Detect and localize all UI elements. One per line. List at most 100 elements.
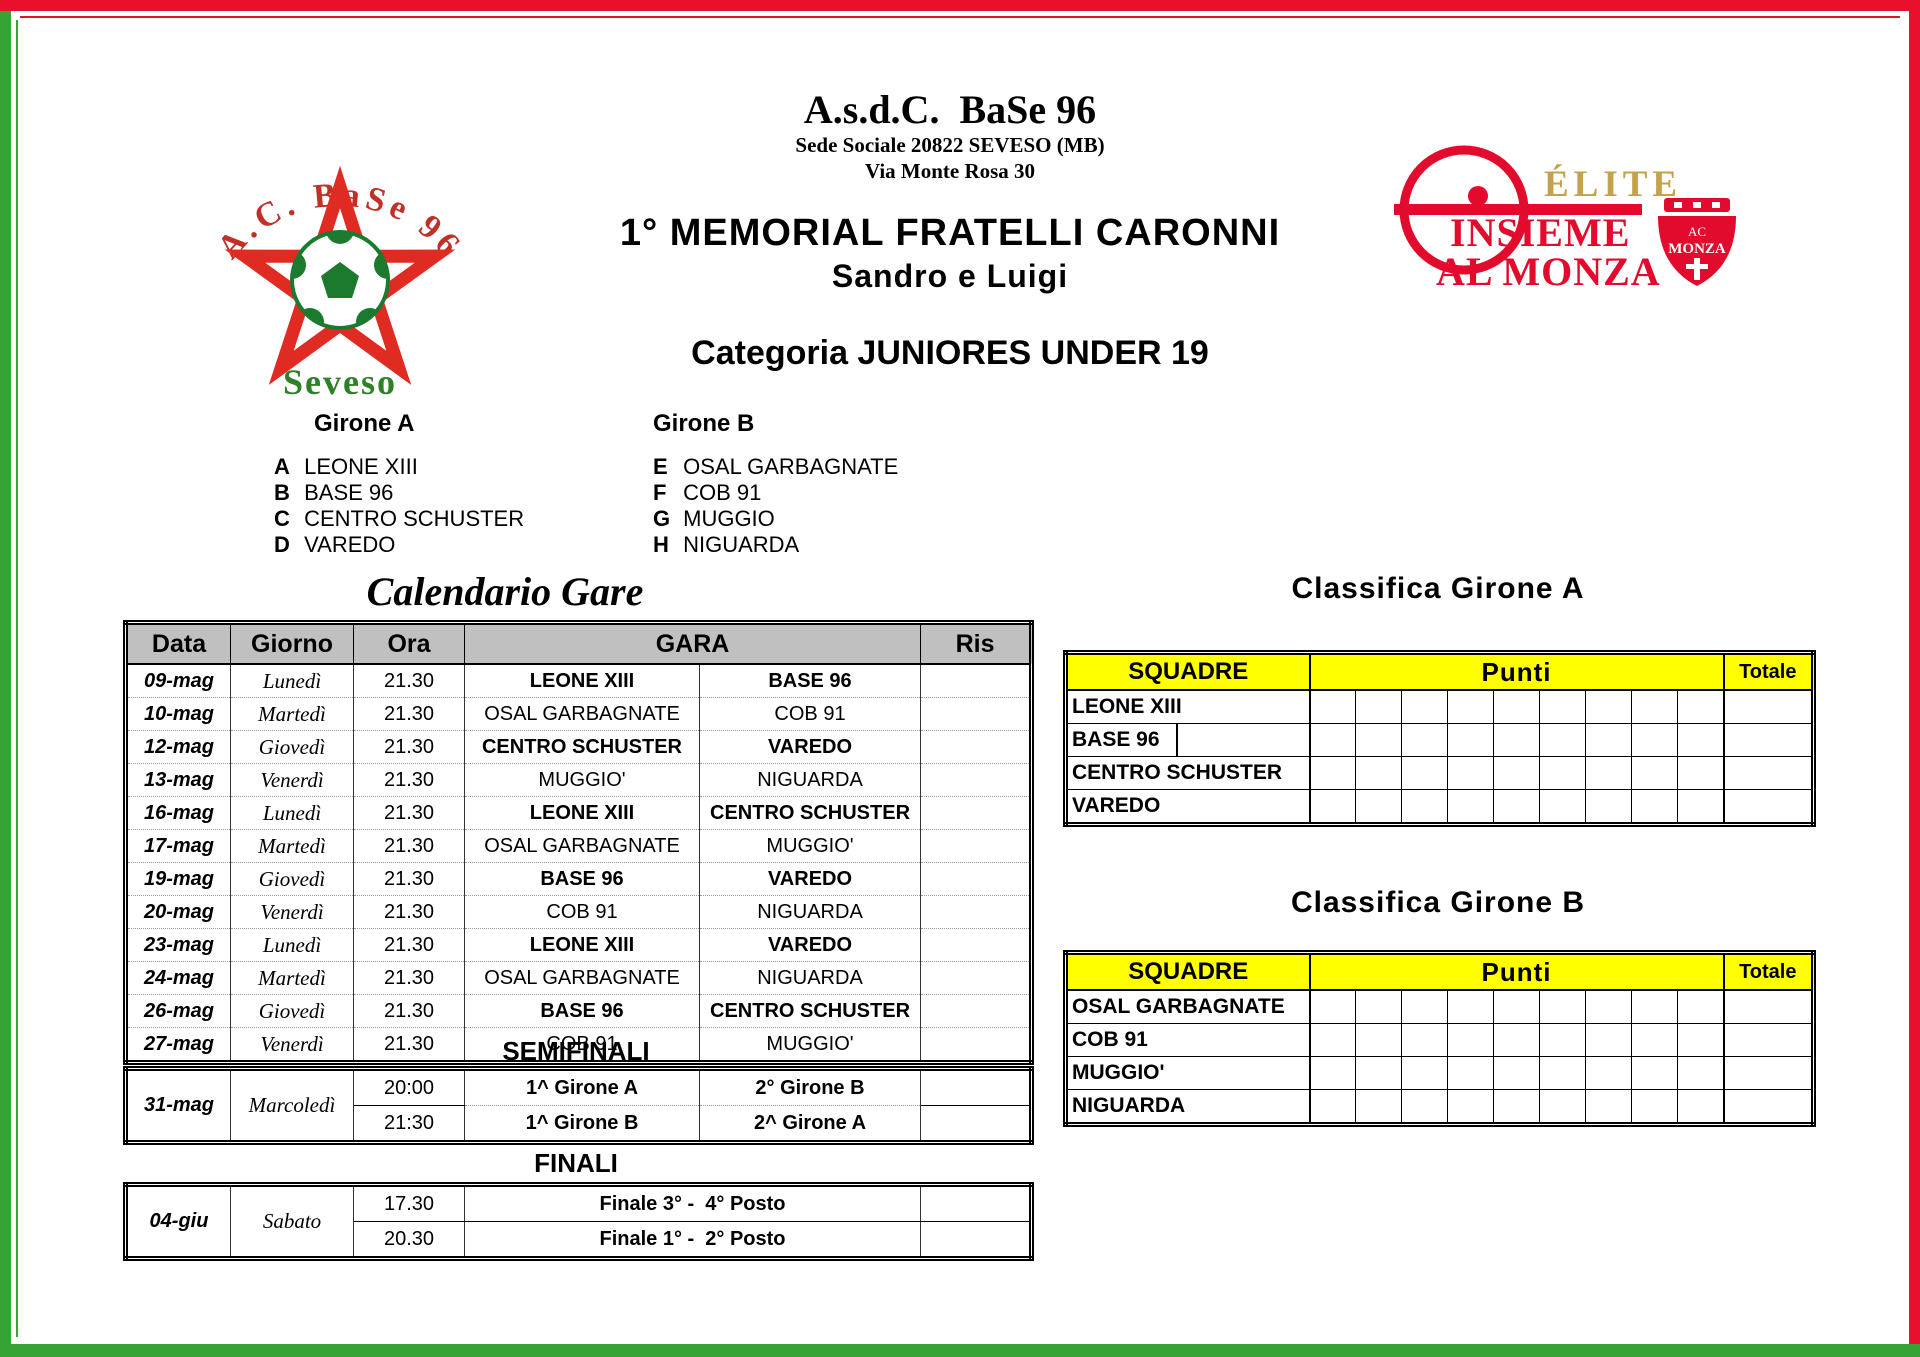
standings-points-cell	[1493, 1089, 1540, 1125]
group-team: A LEONE XIII	[274, 454, 418, 479]
standings-points-cell	[1309, 689, 1356, 724]
semifinal-date: 31-mag	[125, 1068, 231, 1143]
semifinal-away: 2^ Girone A	[699, 1105, 921, 1143]
match-result	[920, 961, 1033, 995]
standings-points-cell	[1676, 789, 1725, 825]
svg-text:AC: AC	[1688, 224, 1706, 239]
standings-points-cell	[1309, 1089, 1356, 1125]
match-away-team: NIGUARDA	[698, 961, 922, 995]
match-date: 27-mag	[125, 1027, 231, 1063]
standings-points-cell	[1539, 723, 1586, 757]
match-away-team: BASE 96	[698, 663, 922, 698]
monza-elite-text: ÉLITE	[1544, 163, 1682, 205]
standings-points-cell	[1447, 1089, 1494, 1125]
semifinals-table: 31-mag Marcoledì 20:00 1^ Girone A 2° Gi…	[123, 1066, 1034, 1145]
standings-total-cell	[1723, 1056, 1815, 1090]
calendar-header-row: Data Giorno Ora GARA Ris	[125, 622, 1033, 665]
final-date: 04-giu	[125, 1184, 231, 1259]
match-date: 10-mag	[125, 697, 231, 731]
standings-total-cell	[1723, 1023, 1815, 1057]
standings-points-cell	[1401, 789, 1448, 825]
standings-points-cell	[1355, 1089, 1402, 1125]
col-gara: GARA	[463, 622, 922, 665]
semifinal-day: Marcoledì	[230, 1068, 354, 1143]
group-team: H NIGUARDA	[653, 532, 800, 557]
match-day: Lunedì	[230, 928, 354, 962]
group-title: Girone B	[653, 410, 755, 437]
standings-points-cell	[1309, 1056, 1356, 1090]
match-home-team: BASE 96	[464, 994, 700, 1028]
match-home-team: MUGGIO'	[464, 763, 700, 797]
group-team: C CENTRO SCHUSTER	[274, 506, 525, 531]
match-date: 26-mag	[125, 994, 231, 1028]
group-team: F COB 91	[653, 480, 762, 505]
standings-total-cell	[1723, 689, 1815, 724]
standings-points-cell	[1493, 989, 1540, 1024]
standings-points-cell	[1355, 989, 1402, 1024]
standings-a-title: Classifica Girone A	[1291, 572, 1585, 605]
standings-points-cell	[1447, 723, 1494, 757]
standings-points-cell	[1676, 756, 1725, 790]
standings-team-name: BASE 96	[1065, 723, 1311, 757]
match-day: Lunedì	[230, 796, 354, 830]
match-date: 13-mag	[125, 763, 231, 797]
category-title: Categoria JUNIORES UNDER 19	[691, 334, 1209, 372]
standings-points-cell	[1355, 723, 1402, 757]
standings-total-cell	[1723, 723, 1815, 757]
standings-points-cell	[1585, 989, 1632, 1024]
col-ora: Ora	[353, 622, 465, 665]
standings-team-name: OSAL GARBAGNATE	[1065, 989, 1311, 1024]
calendar-row: 26-mag Giovedì 21.30 BASE 96 CENTRO SCHUSTER	[125, 994, 1033, 1028]
frame-inner-line-top	[20, 16, 1900, 18]
standings-total-cell	[1723, 1089, 1815, 1125]
col-giorno: Giorno	[230, 622, 354, 665]
standings-points-cell	[1401, 723, 1448, 757]
tournament-title: 1° MEMORIAL FRATELLI CARONNI	[619, 212, 1281, 254]
semifinal-home: 1^ Girone A	[464, 1068, 700, 1106]
standings-points-cell	[1447, 1023, 1494, 1057]
match-time: 21.30	[353, 663, 465, 698]
frame-right-red	[1909, 0, 1920, 1357]
match-date: 23-mag	[125, 928, 231, 962]
col-ris: Ris	[920, 622, 1033, 665]
match-result	[920, 730, 1033, 764]
match-day: Giovedì	[230, 730, 354, 764]
semifinals-title: SEMIFINALI	[502, 1036, 650, 1066]
semifinal-time: 20:00	[353, 1068, 465, 1106]
match-home-team: COB 91	[464, 1027, 700, 1063]
standings-points-cell	[1676, 1023, 1725, 1057]
final-time: 20.30	[353, 1221, 465, 1259]
group-title: Girone A	[314, 410, 415, 437]
standings-points-cell	[1539, 1056, 1586, 1090]
standings-row: LEONE XIII	[1065, 689, 1815, 724]
standings-row: BASE 96	[1065, 723, 1815, 757]
match-result	[920, 1027, 1033, 1063]
standings-row: CENTRO SCHUSTER	[1065, 756, 1815, 790]
match-result	[920, 829, 1033, 863]
standings-points-cell	[1585, 789, 1632, 825]
standings-points-cell	[1539, 1089, 1586, 1125]
club-logo: A.C. BaSe 96 Seveso	[210, 165, 465, 402]
standings-points-cell	[1401, 1023, 1448, 1057]
tournament-subtitle: Sandro e Luigi	[831, 258, 1069, 294]
match-home-team: LEONE XIII	[464, 928, 700, 962]
standings-points-cell	[1631, 1089, 1678, 1125]
semifinal-away: 2° Girone B	[699, 1068, 921, 1106]
calendar-row: 10-mag Martedì 21.30 OSAL GARBAGNATE COB 91	[125, 697, 1033, 731]
frame-left-green	[0, 0, 11, 1357]
final-time: 17.30	[353, 1184, 465, 1222]
match-away-team: VAREDO	[698, 730, 922, 764]
standings-points-cell	[1539, 689, 1586, 724]
col-data: Data	[125, 622, 231, 665]
standings-points-cell	[1401, 989, 1448, 1024]
match-day: Lunedì	[230, 663, 354, 698]
standings-team-name: VAREDO	[1065, 789, 1311, 825]
group-girone-a: Girone A A LEONE XIII B BASE 96 C CENTRO S…	[274, 410, 524, 558]
match-home-team: COB 91	[464, 895, 700, 929]
standings-points-cell	[1493, 789, 1540, 825]
standings-points-cell	[1631, 1056, 1678, 1090]
standings-row: VAREDO	[1065, 789, 1815, 825]
standings-points-cell	[1585, 1056, 1632, 1090]
match-time: 21.30	[353, 961, 465, 995]
calendar-row: 13-mag Venerdì 21.30 MUGGIO' NIGUARDA	[125, 763, 1033, 797]
